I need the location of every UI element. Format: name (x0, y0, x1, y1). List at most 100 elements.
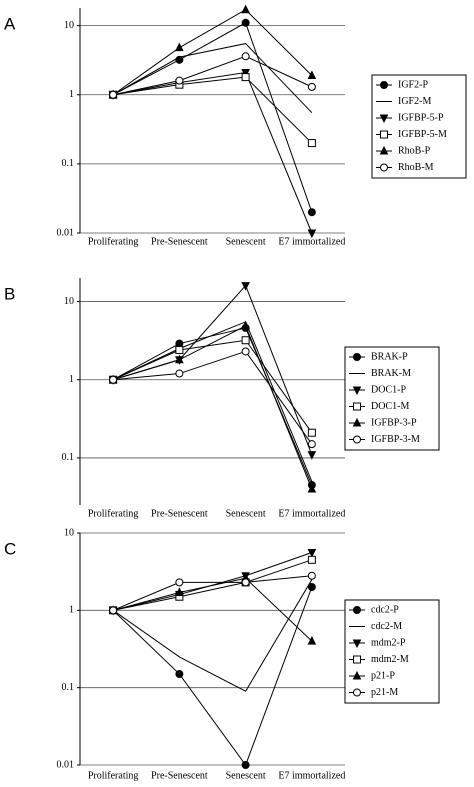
legend-label: IGF2-M (398, 96, 431, 107)
series-line (113, 559, 313, 611)
x-tick-label: Pre-Senescent (151, 236, 208, 247)
legend-marker (352, 417, 362, 427)
series-line (112, 321, 313, 482)
x-tick-label: Senescent (226, 770, 266, 781)
legend-label: BRAK-P (371, 351, 408, 362)
legend-marker (352, 386, 362, 396)
legend-box (344, 346, 440, 451)
legend-label: RhoB-M (398, 162, 434, 173)
data-point (307, 555, 316, 564)
data-point (307, 548, 317, 558)
data-point (175, 354, 184, 364)
y-tick-label: 1 (69, 89, 74, 100)
data-point (175, 346, 184, 355)
legend-label: RhoB-P (398, 145, 431, 156)
data-point (307, 571, 316, 580)
data-point (307, 583, 316, 592)
y-tick-label: 1 (69, 605, 74, 616)
panel-label: A (4, 14, 16, 33)
y-tick-label: 0.01 (57, 759, 75, 770)
data-point (307, 70, 317, 79)
legend-label: IGFBP-3-M (371, 434, 420, 445)
legend-marker (353, 435, 361, 444)
series-line (112, 339, 313, 434)
series-line (113, 71, 313, 234)
legend-label: DOC1-P (371, 384, 406, 395)
data-point (175, 670, 184, 679)
series-line (113, 76, 313, 144)
data-point (307, 451, 317, 460)
data-point (241, 320, 250, 330)
panel-label: B (4, 284, 15, 303)
y-tick-label: 0.1 (62, 452, 75, 463)
series-line (113, 350, 313, 445)
legend-label: mdm2-P (371, 637, 406, 648)
legend-label: DOC1-M (371, 401, 409, 412)
data-point (307, 635, 317, 645)
series-line (112, 325, 313, 490)
legend-label: IGFBP-5-P (398, 112, 444, 123)
panel-label: C (4, 539, 16, 558)
y-tick-label: 10 (64, 20, 74, 31)
data-point (241, 578, 250, 587)
series-line (113, 552, 313, 611)
x-tick-label: Pre-Senescent (151, 770, 208, 781)
legend-marker (380, 130, 388, 139)
data-point (241, 4, 250, 14)
legend-box (344, 599, 440, 704)
legend-marker (380, 81, 388, 89)
series-line (112, 586, 313, 767)
series-line (112, 577, 313, 642)
x-tick-label: Proliferating (88, 508, 139, 519)
data-point (175, 76, 184, 85)
data-point (307, 82, 316, 91)
data-point (241, 73, 250, 82)
series-line (112, 327, 313, 486)
data-point (241, 52, 250, 61)
data-point (307, 229, 317, 239)
x-tick-label: E7 immortalized (278, 508, 345, 519)
legend-label: IGF2-P (398, 79, 428, 90)
y-tick-label: 0.1 (62, 158, 75, 169)
series-line (112, 43, 313, 114)
legend-marker (353, 688, 361, 697)
data-point (241, 282, 250, 291)
data-point (175, 587, 184, 597)
legend-marker (379, 114, 389, 124)
series-line (112, 579, 313, 692)
legend-marker (353, 655, 361, 664)
x-tick-label: Proliferating (88, 236, 139, 247)
data-point (241, 336, 250, 345)
data-point (307, 440, 316, 449)
legend-label: cdc2-M (371, 621, 402, 632)
legend-marker (379, 145, 389, 155)
legend-marker (353, 402, 361, 411)
legend-label: BRAK-M (371, 368, 411, 379)
y-tick-label: 10 (64, 527, 74, 538)
data-point (241, 761, 250, 769)
legend-marker (352, 639, 362, 649)
legend-marker (352, 670, 362, 680)
legend-label: p21-M (371, 687, 398, 698)
x-tick-label: Proliferating (88, 770, 139, 781)
legend-marker (353, 353, 361, 361)
legend-marker (353, 606, 361, 614)
data-point (307, 139, 316, 148)
data-point (241, 68, 250, 78)
x-tick-label: E7 immortalized (278, 236, 345, 247)
legend-label: mdm2-M (371, 654, 409, 665)
series-line (112, 9, 313, 96)
y-tick-label: 0.1 (62, 682, 75, 693)
x-tick-label: Pre-Senescent (151, 508, 208, 519)
data-point (175, 578, 184, 587)
data-point (109, 606, 118, 615)
data-point (307, 208, 316, 217)
data-point (109, 375, 118, 384)
series-line (112, 284, 313, 455)
x-tick-label: Senescent (226, 236, 266, 247)
y-tick-label: 0.01 (57, 227, 75, 238)
data-point (307, 428, 316, 437)
y-tick-label: 1 (69, 374, 74, 385)
x-tick-label: Senescent (226, 508, 266, 519)
